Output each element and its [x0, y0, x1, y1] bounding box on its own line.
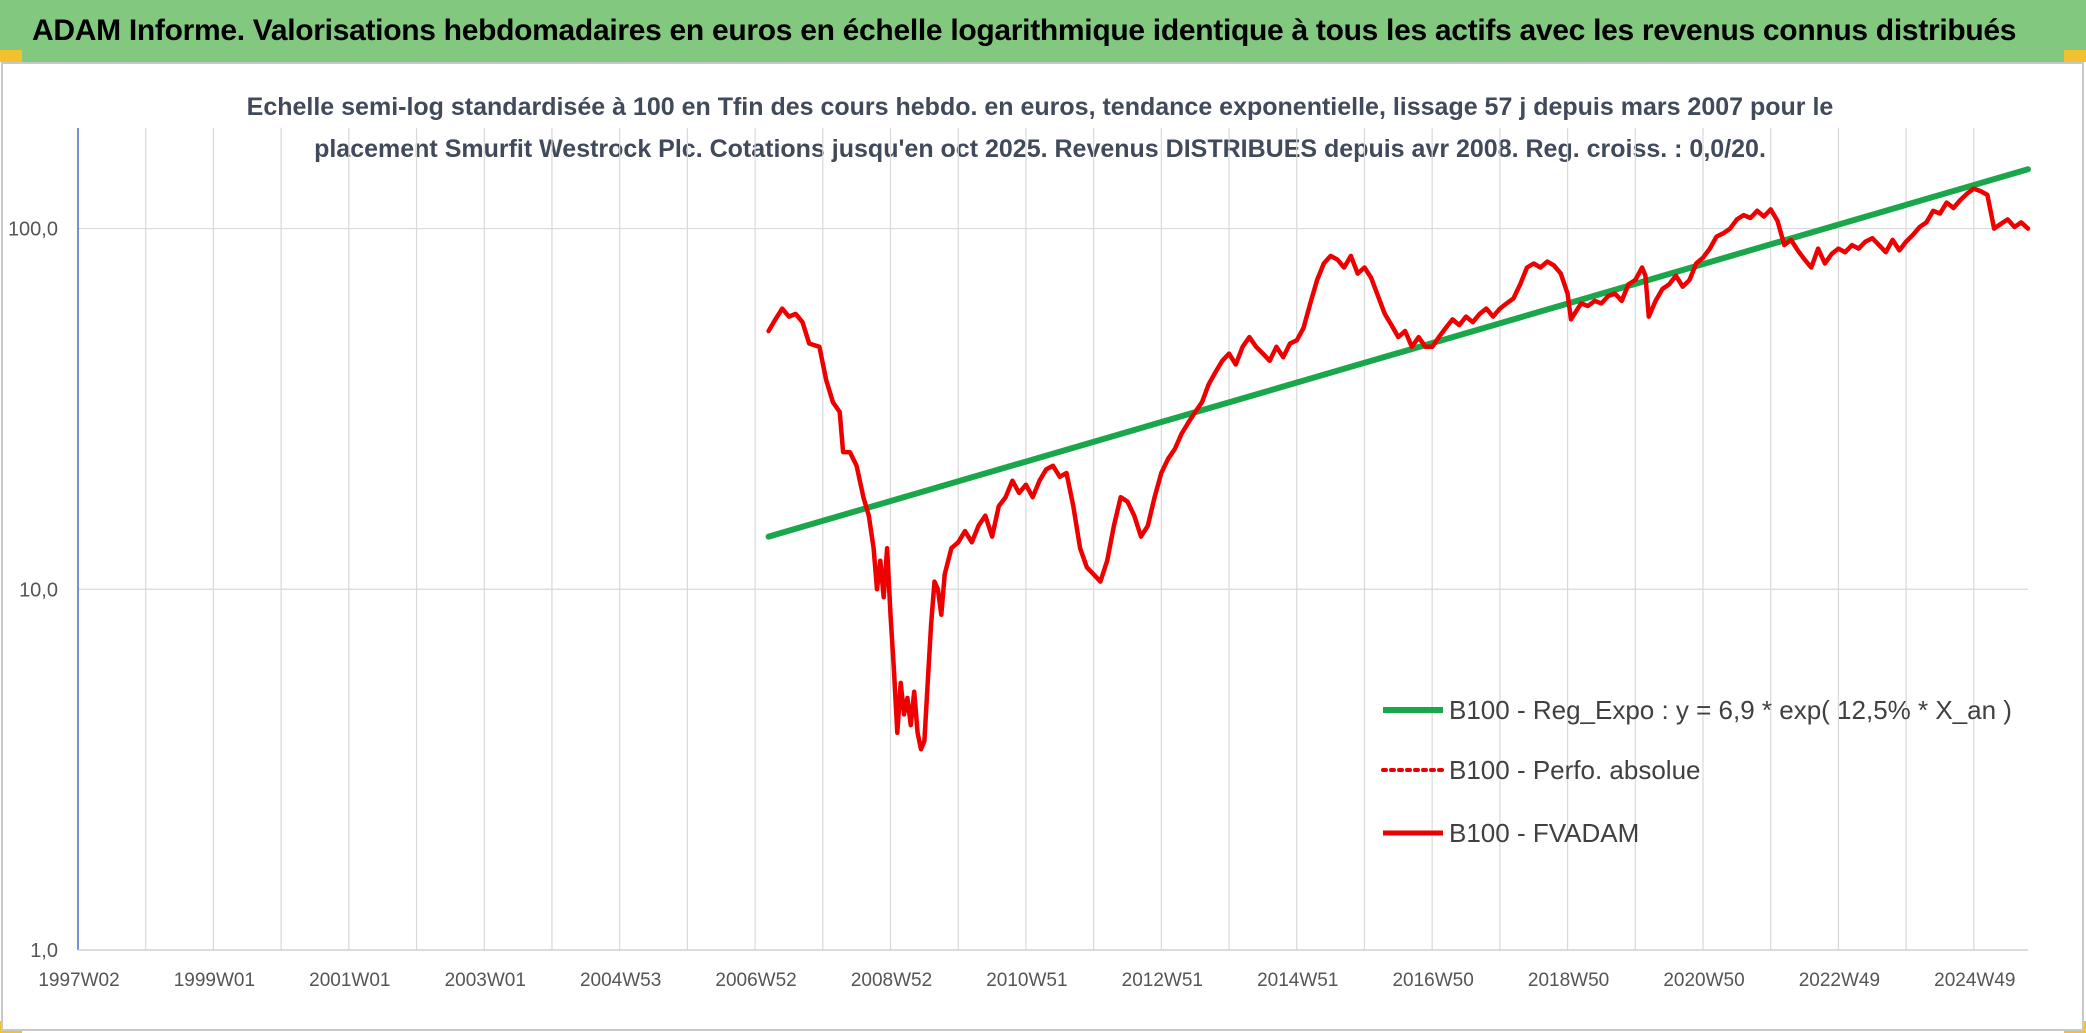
corner-accent-top-right [2064, 50, 2086, 62]
series [765, 166, 2031, 752]
x-tick-label: 2022W49 [1799, 970, 1880, 991]
y-tick-label: 100,0 [8, 219, 58, 241]
y-tick-labels: 1,0 10,0 100,0 [8, 219, 58, 962]
series-line-fvadam [766, 186, 2031, 752]
x-tick-label: 2001W01 [309, 970, 390, 991]
chart-subtitle: Echelle semi-log standardisée à 100 en T… [247, 93, 1834, 163]
chart-subtitle-line-1: Echelle semi-log standardisée à 100 en T… [247, 93, 1834, 121]
x-tick-label: 2012W51 [1122, 970, 1203, 991]
x-tick-label: 2016W50 [1392, 970, 1473, 991]
chart-frame [1, 62, 2084, 1031]
legend-label-regression: B100 - Reg_Expo : y = 6,9 * exp( 12,5% *… [1449, 695, 2012, 725]
y-tick-label: 1,0 [30, 940, 58, 962]
x-tick-label: 1997W02 [38, 970, 119, 991]
grid-lines [77, 128, 2028, 950]
legend-label-perfo: B100 - Perfo. absolue [1449, 755, 1701, 785]
legend-label-fvadam: B100 - FVADAM [1449, 818, 1639, 848]
x-tick-labels: 1997W02 1999W01 2001W01 2003W01 2004W53 2006W… [38, 970, 2015, 991]
x-tick-label: 2014W51 [1257, 970, 1338, 991]
page-title-bar: ADAM Informe. Valorisations hebdomadaire… [0, 0, 2086, 62]
legend: B100 - Reg_Expo : y = 6,9 * exp( 12,5% *… [1381, 695, 2012, 848]
x-tick-label: 2018W50 [1528, 970, 1609, 991]
x-tick-label: 2020W50 [1663, 970, 1744, 991]
x-tick-label: 1999W01 [174, 970, 255, 991]
y-tick-label: 10,0 [19, 579, 58, 601]
x-tick-label: 2024W49 [1934, 970, 2015, 991]
x-tick-label: 2004W53 [580, 970, 661, 991]
corner-accent-top-left [0, 50, 22, 62]
x-tick-label: 2010W51 [986, 970, 1067, 991]
axes [77, 128, 2028, 951]
x-tick-label: 2006W52 [715, 970, 796, 991]
chart-subtitle-line-2: placement Smurfit Westrock Plc. Cotation… [314, 135, 1766, 163]
series-line-regression [765, 166, 2031, 540]
x-tick-label: 2003W01 [445, 970, 526, 991]
page-title: ADAM Informe. Valorisations hebdomadaire… [32, 14, 2017, 47]
x-tick-label: 2008W52 [851, 970, 932, 991]
